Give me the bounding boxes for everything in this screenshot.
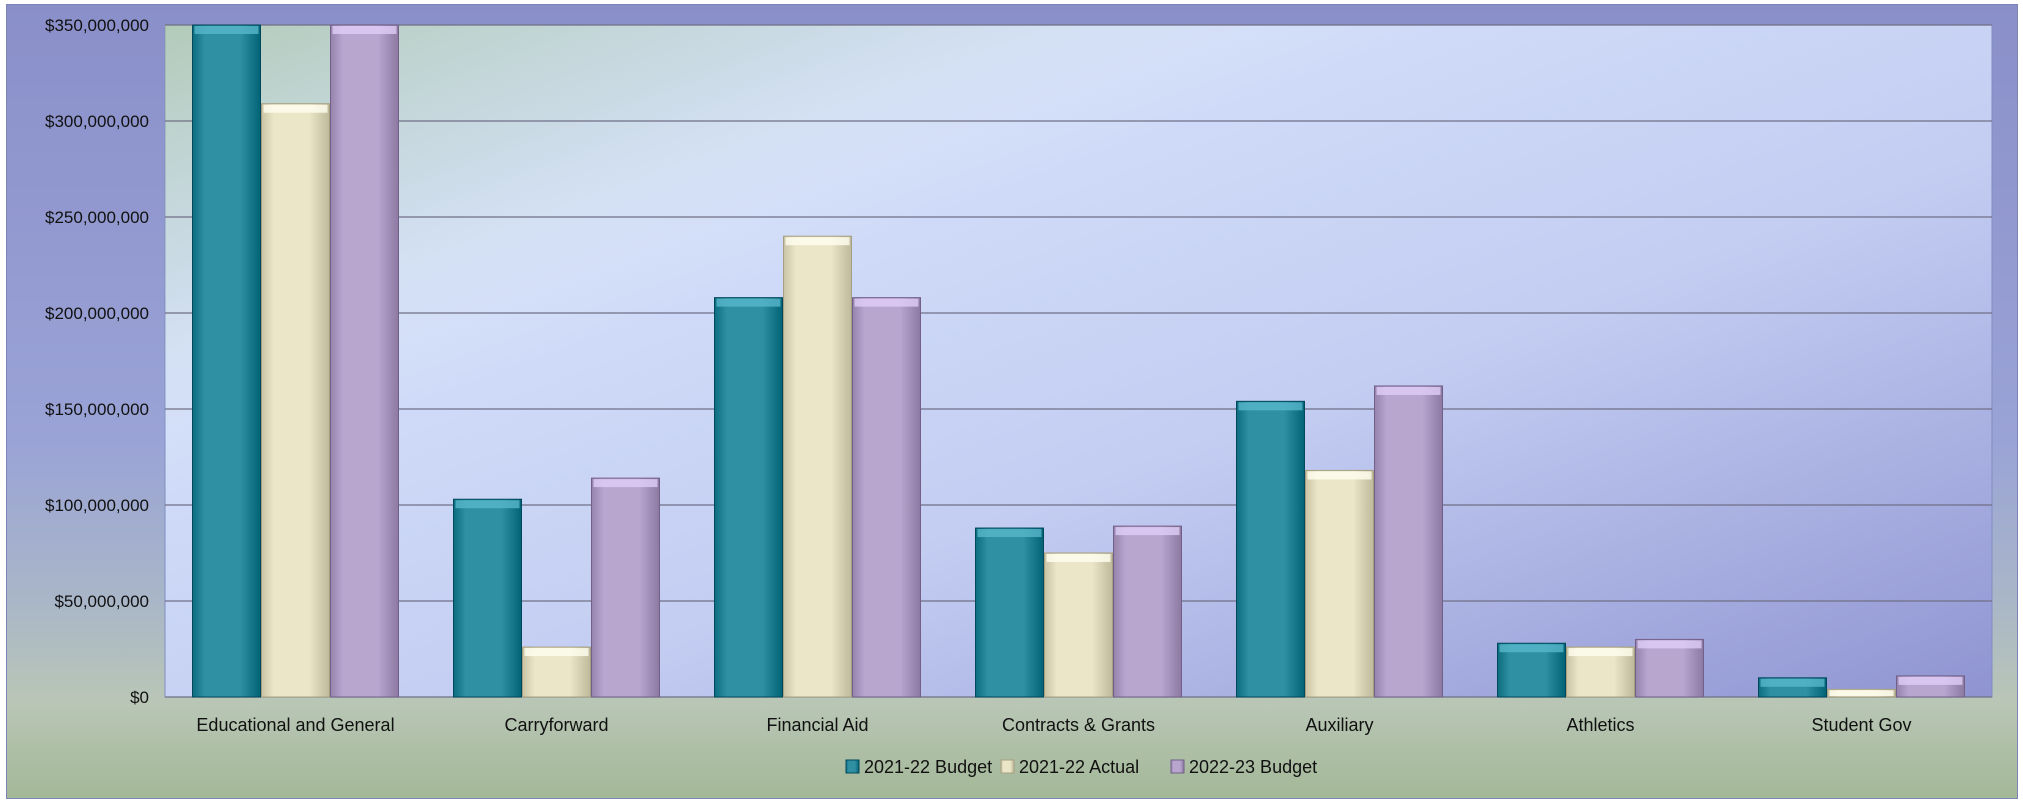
- bar: [1305, 469, 1374, 698]
- bar: [975, 527, 1044, 698]
- y-tick-label: $150,000,000: [45, 400, 149, 419]
- legend-swatch: [1170, 759, 1185, 774]
- bar: [1374, 385, 1443, 698]
- bar: [1758, 677, 1827, 698]
- legend-label: 2022-23 Budget: [1189, 757, 1317, 777]
- bar: [453, 498, 522, 698]
- bar: [714, 297, 783, 698]
- bar: [1113, 525, 1182, 698]
- x-category-label: Carryforward: [504, 715, 608, 735]
- x-category-label: Contracts & Grants: [1002, 715, 1155, 735]
- y-tick-label: $0: [130, 688, 149, 707]
- x-category-label: Financial Aid: [766, 715, 868, 735]
- legend: 2021-22 Budget 2021-22 Actual 2022-23 Budg…: [845, 757, 1317, 777]
- legend-swatch: [845, 759, 860, 774]
- y-tick-label: $50,000,000: [54, 592, 149, 611]
- bar: [1497, 642, 1566, 698]
- bar: [1635, 638, 1704, 698]
- x-category-label: Student Gov: [1811, 715, 1911, 735]
- chart-svg: $0 $50,000,000 $100,000,000 $150,000,000 $20…: [45, 16, 1993, 777]
- y-axis-tick-labels: $0 $50,000,000 $100,000,000 $150,000,000 $20…: [45, 16, 149, 707]
- bar: [591, 477, 660, 698]
- bar: [1896, 675, 1965, 698]
- bars: [192, 24, 1965, 698]
- bar: [192, 24, 261, 698]
- y-tick-label: $350,000,000: [45, 16, 149, 35]
- legend-item: 2022-23 Budget: [1170, 757, 1317, 777]
- bar: [1044, 552, 1113, 698]
- bar: [1236, 400, 1305, 698]
- bar: [522, 646, 591, 698]
- bar: [261, 103, 330, 698]
- y-tick-label: $300,000,000: [45, 112, 149, 131]
- legend-item: 2021-22 Actual: [1000, 757, 1139, 777]
- x-category-label: Athletics: [1566, 715, 1634, 735]
- y-tick-label: $100,000,000: [45, 496, 149, 515]
- budget-chart: $0 $50,000,000 $100,000,000 $150,000,000 $20…: [6, 4, 2018, 799]
- bar: [783, 235, 852, 698]
- x-axis-category-labels: Educational and General Carryforward Finan…: [196, 715, 1911, 735]
- bar: [330, 24, 399, 698]
- x-category-label: Educational and General: [196, 715, 394, 735]
- bar: [1827, 688, 1896, 698]
- legend-label: 2021-22 Budget: [864, 757, 992, 777]
- y-tick-label: $200,000,000: [45, 304, 149, 323]
- x-category-label: Auxiliary: [1305, 715, 1373, 735]
- legend-item: 2021-22 Budget: [845, 757, 992, 777]
- legend-label: 2021-22 Actual: [1019, 757, 1139, 777]
- bar: [852, 297, 921, 698]
- bar: [1566, 646, 1635, 698]
- y-tick-label: $250,000,000: [45, 208, 149, 227]
- legend-swatch: [1000, 759, 1015, 774]
